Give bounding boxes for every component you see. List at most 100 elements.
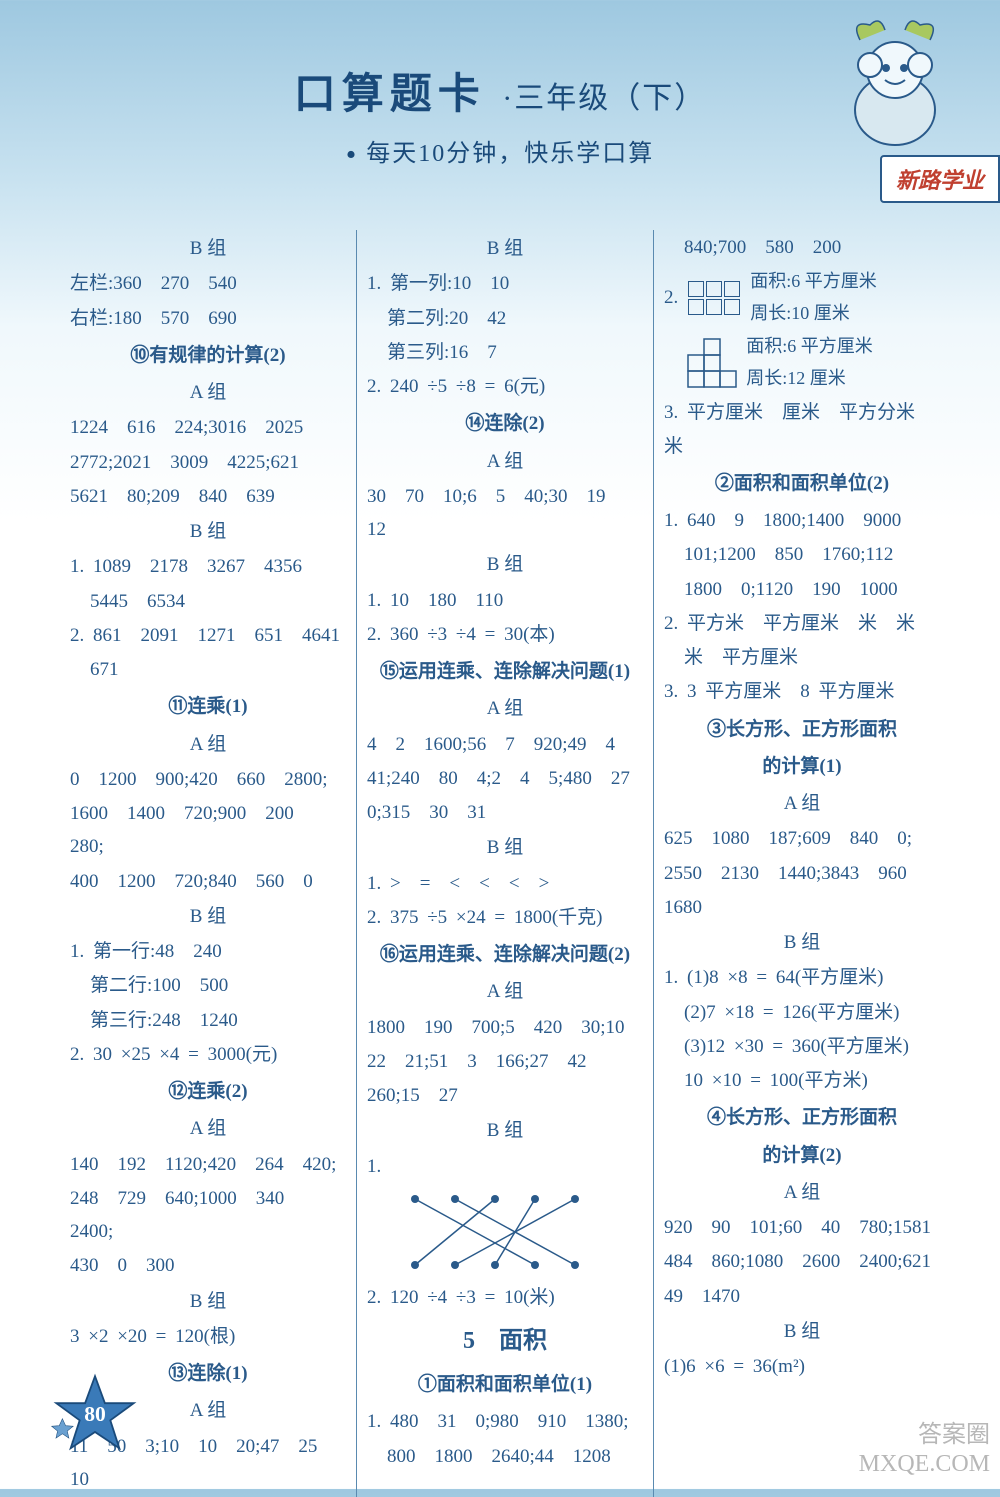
watermark: 答案圈 MXQE.COM: [859, 1421, 990, 1479]
watermark-top: 答案圈: [859, 1421, 990, 1450]
answer-line: 2. 375 ÷5 ×24 = 1800(千克): [367, 901, 643, 934]
answer-line: 248 729 640;1000 340 2400;: [70, 1182, 346, 1249]
answer-line: 1. (1)8 ×8 = 64(平方厘米): [664, 961, 940, 994]
answer-line: 484 860;1080 2600 2400;621: [664, 1245, 940, 1278]
answer-line: 0 1200 900;420 660 2800;: [70, 763, 346, 796]
answer-line: 1680: [664, 891, 940, 924]
page-header: 口算题卡 ·三年级（下） • 每天10分钟，快乐学口算 新路学业: [0, 0, 1000, 230]
group-label: B 组: [367, 831, 643, 864]
answer-line: 3. 平方厘米 厘米 平方分米 米: [664, 396, 940, 463]
group-label: B 组: [367, 548, 643, 581]
answer-line: 840;700 580 200: [664, 231, 940, 264]
answer-line: 第三列:16 7: [367, 336, 643, 369]
brand-tag: 新路学业: [880, 155, 1000, 203]
column-3: 840;700 580 200 2. 面积:6 平方厘米 周长:10 厘米 2.: [654, 230, 950, 1497]
answer-line: 22 21;51 3 166;27 42: [367, 1045, 643, 1078]
answer-line: 2. 240 ÷5 ÷8 = 6(元): [367, 370, 643, 403]
group-label: A 组: [70, 376, 346, 409]
grid-figure-2x3: [686, 279, 742, 317]
chapter-heading: 5 面积: [367, 1320, 643, 1362]
monkey-illustration: [820, 10, 970, 170]
figure-row: 2. 面积:6 平方厘米 周长:10 厘米: [664, 266, 940, 329]
perimeter-text: 周长:12 厘米: [746, 363, 873, 395]
answer-line: 1. 第一行:48 240: [70, 935, 346, 968]
group-label: B 组: [70, 232, 346, 265]
section-heading: ⑯运用连乘、连除解决问题(2): [367, 938, 643, 971]
answer-line: 左栏:360 270 540: [70, 267, 346, 300]
answer-line: 第二行:100 500: [70, 969, 346, 1002]
answer-line: 140 192 1120;420 264 420;: [70, 1148, 346, 1181]
group-label: A 组: [367, 692, 643, 725]
section-heading: ①面积和面积单位(1): [367, 1368, 643, 1401]
answer-line: 41;240 80 4;2 4 5;480 27: [367, 762, 643, 795]
grid-figure-lshape: [686, 337, 738, 389]
section-heading: ⑭连除(2): [367, 407, 643, 440]
answer-line: 2. 120 ÷4 ÷3 = 10(米): [367, 1281, 643, 1314]
answer-line: 2550 2130 1440;3843 960: [664, 857, 940, 890]
group-label: A 组: [70, 1112, 346, 1145]
section-heading: 的计算(2): [664, 1139, 940, 1172]
group-label: B 组: [70, 1285, 346, 1318]
answer-line: 3. 3 平方厘米 8 平方厘米: [664, 675, 940, 708]
group-label: B 组: [70, 900, 346, 933]
answer-line: 2. 平方米 平方厘米 米 米: [664, 607, 940, 640]
answer-line: 920 90 101;60 40 780;1581: [664, 1211, 940, 1244]
answer-line: 1800 190 700;5 420 30;10: [367, 1011, 643, 1044]
figure-label: 1.: [367, 1156, 381, 1177]
answer-line: 2. 30 ×25 ×4 = 3000(元): [70, 1038, 346, 1071]
figure-caption: 面积:6 平方厘米 周长:10 厘米: [750, 266, 877, 329]
answer-line: 49 1470: [664, 1280, 940, 1313]
answer-line: 1. 1089 2178 3267 4356: [70, 550, 346, 583]
section-heading: ④长方形、正方形面积: [664, 1101, 940, 1134]
matching-diagram: [395, 1187, 615, 1277]
group-label: A 组: [367, 445, 643, 478]
figure-row: 2. 面积:6 平方厘米 周长:12 厘米: [664, 331, 940, 394]
page-number: 80: [84, 1402, 106, 1426]
section-heading: ⑫连乘(2): [70, 1075, 346, 1108]
answer-line: 260;15 27: [367, 1079, 643, 1112]
answer-line: 1224 616 224;3016 2025: [70, 411, 346, 444]
answer-line: (1)6 ×6 = 36(m²): [664, 1350, 940, 1383]
content-columns: B 组 左栏:360 270 540 右栏:180 570 690 ⑩有规律的计…: [0, 230, 1000, 1497]
answer-line: (2)7 ×18 = 126(平方厘米): [664, 996, 940, 1029]
answer-line: 5445 6534: [70, 585, 346, 618]
answer-line: 10 ×10 = 100(平方米): [664, 1064, 940, 1097]
group-label: B 组: [367, 1114, 643, 1147]
answer-line: 1. 第一列:10 10: [367, 267, 643, 300]
answer-line: 第二列:20 42: [367, 302, 643, 335]
column-2: B 组 1. 第一列:10 10 第二列:20 42 第三列:16 7 2. 2…: [357, 230, 654, 1497]
title-suffix: ·三年级（下）: [502, 82, 706, 115]
group-label: A 组: [664, 787, 940, 820]
answer-line: 米 平方厘米: [664, 641, 940, 674]
answer-line: 430 0 300: [70, 1249, 346, 1282]
answer-line: 1. > = < < < >: [367, 867, 643, 900]
answer-line: 1. 10 180 110: [367, 584, 643, 617]
answer-line: 2. 861 2091 1271 651 4641: [70, 619, 346, 652]
figure-caption: 面积:6 平方厘米 周长:12 厘米: [746, 331, 873, 394]
section-heading: 的计算(1): [664, 750, 940, 783]
section-heading: ③长方形、正方形面积: [664, 713, 940, 746]
section-heading: ②面积和面积单位(2): [664, 467, 940, 500]
area-text: 面积:6 平方厘米: [750, 266, 877, 298]
perimeter-text: 周长:10 厘米: [750, 298, 877, 330]
answer-line: 5621 80;209 840 639: [70, 480, 346, 513]
group-label: A 组: [664, 1176, 940, 1209]
group-label: A 组: [367, 975, 643, 1008]
answer-line: 400 1200 720;840 560 0: [70, 865, 346, 898]
answer-line: 1. 640 9 1800;1400 9000: [664, 504, 940, 537]
column-1: B 组 左栏:360 270 540 右栏:180 570 690 ⑩有规律的计…: [60, 230, 357, 1497]
answer-line: 2772;2021 3009 4225;621: [70, 446, 346, 479]
answer-line: 1.: [367, 1150, 643, 1277]
answer-line: 3 ×2 ×20 = 120(根): [70, 1320, 346, 1353]
page-number-star-icon: 80: [50, 1369, 140, 1459]
group-label: B 组: [664, 1315, 940, 1348]
group-label: B 组: [664, 926, 940, 959]
answer-line: 1600 1400 720;900 200 280;: [70, 797, 346, 864]
answer-line: 101;1200 850 1760;112: [664, 538, 940, 571]
section-heading: ⑩有规律的计算(2): [70, 339, 346, 372]
answer-line: 2. 360 ÷3 ÷4 = 30(本): [367, 618, 643, 651]
title-boxed: 口算题卡: [294, 72, 486, 118]
group-label: B 组: [70, 515, 346, 548]
answer-line: 1800 0;1120 190 1000: [664, 573, 940, 606]
answer-line: 625 1080 187;609 840 0;: [664, 822, 940, 855]
